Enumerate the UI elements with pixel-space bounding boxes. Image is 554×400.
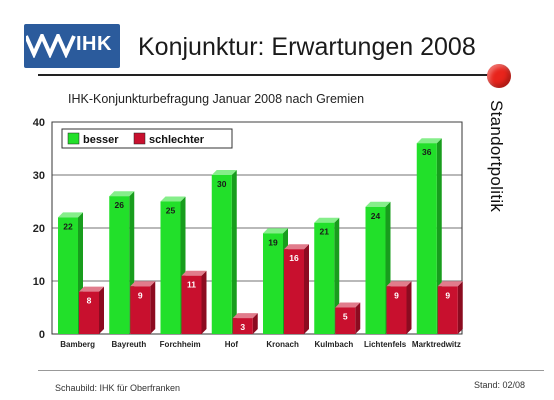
bar-top [109,191,135,197]
legend-box [61,128,233,149]
data-label: 30 [217,179,227,189]
data-label: 8 [87,296,92,306]
x-tick-label: Bamberg [60,340,95,349]
bar-top [263,228,288,234]
data-label: 5 [343,312,348,322]
bar-top [335,302,361,308]
bar-top [386,281,412,287]
bar-top [160,196,186,202]
red-dot-icon [487,64,511,88]
y-tick-label: 20 [33,223,45,235]
data-label: 11 [187,280,196,290]
data-label: 9 [394,290,399,300]
bar-besser [109,196,130,334]
bar-side [406,281,412,334]
x-tick-label: Kronach [266,340,299,349]
data-label: 3 [240,322,245,332]
bar-side [201,270,207,334]
legend-swatch [67,132,80,145]
bar-top [314,217,340,223]
data-label: 36 [422,147,432,157]
bar-top [284,244,309,250]
x-tick-label: Lichtenfels [364,340,407,349]
bar-schlechter [130,286,151,334]
bar-top [437,281,463,287]
logo-wave-icon [26,34,76,58]
bar-top [130,281,156,287]
x-tick-label: Kulmbach [315,340,354,349]
bar-besser [416,143,437,334]
footer-divider [38,370,544,371]
y-tick-label: 30 [33,170,45,182]
bar-side [150,281,156,334]
data-label: 24 [371,211,381,221]
bar-schlechter [79,291,99,334]
bar-top [181,270,207,276]
legend-label: schlechter [149,134,205,146]
bar-top [58,212,83,218]
bar-schlechter [232,318,253,334]
bar-besser [211,175,232,334]
source-note: Schaubild: IHK für Oberfranken [55,383,181,393]
logo-text: IHK [76,33,112,55]
bar-besser [365,206,386,334]
chart-title: IHK-Konjunkturbefragung Januar 2008 nach… [68,92,365,106]
side-label: Standortpolitik [487,100,506,213]
x-tick-label: Forchheim [160,340,201,349]
ihk-logo: IHK [24,24,120,68]
stand-note: Stand: 02/08 [474,380,526,390]
bar-top [416,138,442,144]
bar-side [355,302,361,334]
legend-label: besser [83,134,119,146]
x-tick-label: Bayreuth [112,340,147,349]
bar-side [231,170,237,334]
data-label: 9 [138,290,143,300]
bar-schlechter [335,307,356,334]
bar-top [365,201,391,207]
x-tick-label: Marktredwitz [412,340,461,349]
bar-schlechter [284,249,304,334]
data-label: 9 [445,290,450,300]
bar-side [304,244,309,334]
data-label: 25 [166,206,176,216]
bar-schlechter [437,286,458,334]
data-label: 19 [268,237,278,247]
bar-besser [263,233,283,334]
bar-side [457,281,463,334]
data-label: 21 [320,227,330,237]
bar-top [79,286,104,292]
y-tick-label: 40 [33,117,45,129]
bar-side [252,313,258,334]
bar-besser [160,201,181,334]
data-label: 22 [63,221,73,231]
bar-schlechter [386,286,407,334]
y-tick-label: 0 [39,329,45,341]
data-label: 16 [289,253,299,263]
header-divider [38,74,490,76]
data-label: 26 [115,200,125,210]
bar-top [232,313,258,319]
bar-besser [58,217,78,334]
y-tick-label: 10 [33,276,45,288]
legend-swatch [133,132,146,145]
bar-besser [314,222,335,334]
x-tick-label: Hof [225,340,239,349]
bar-schlechter [181,275,202,334]
slide-title: Konjunktur: Erwartungen 2008 [138,33,476,61]
bar-top [211,170,237,175]
bar-side [99,286,104,334]
